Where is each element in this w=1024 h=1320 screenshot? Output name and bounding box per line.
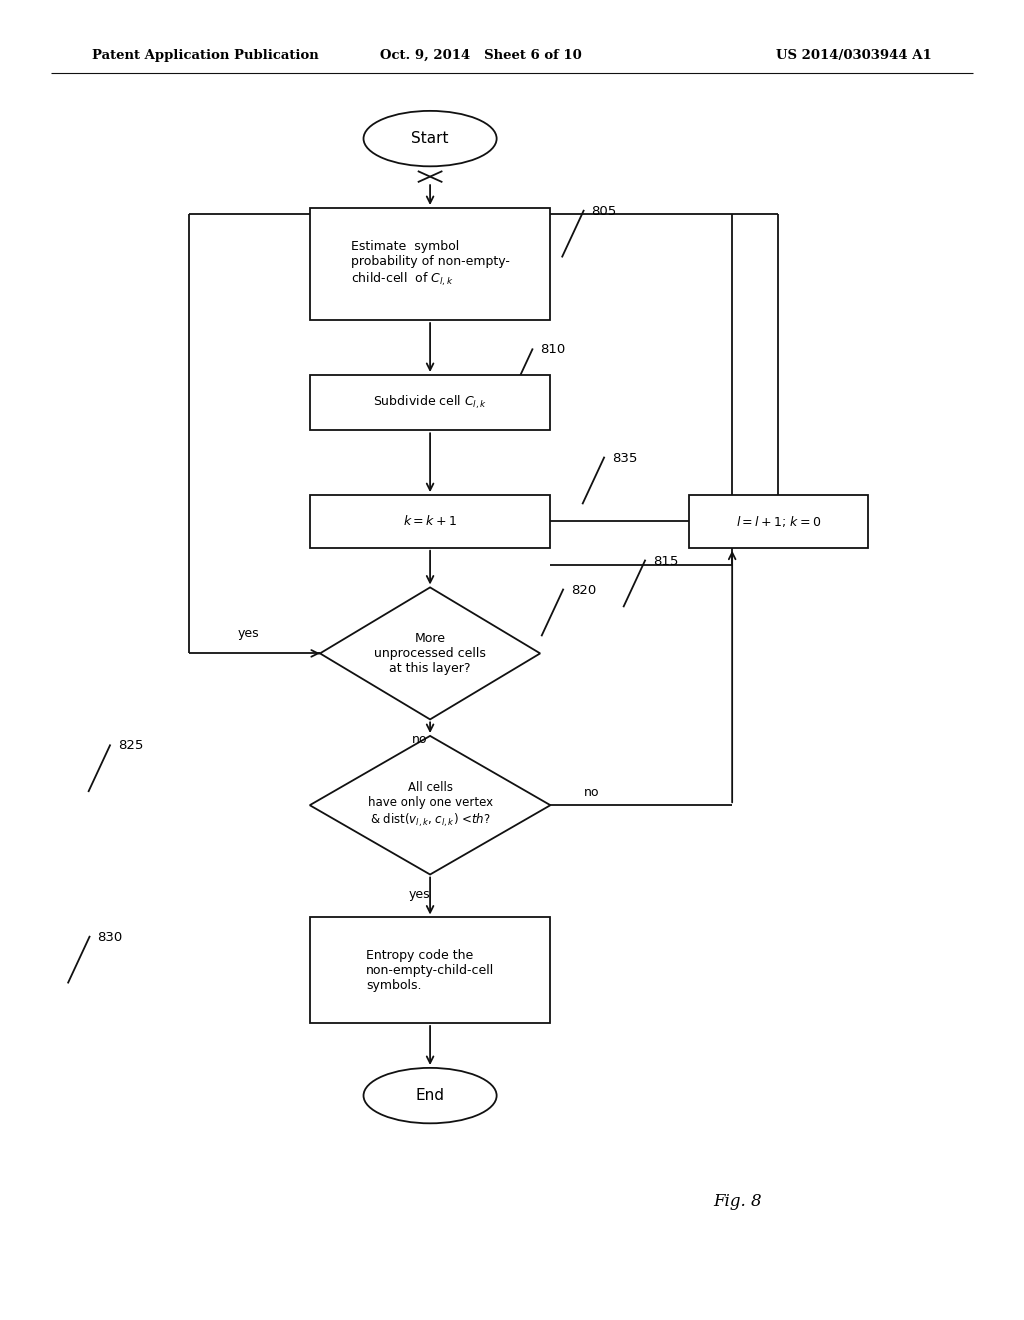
FancyBboxPatch shape (309, 495, 551, 548)
Text: yes: yes (409, 888, 431, 900)
FancyBboxPatch shape (309, 207, 551, 319)
Polygon shape (319, 587, 541, 719)
Text: 820: 820 (571, 583, 596, 597)
Text: no: no (412, 733, 428, 746)
Text: 810: 810 (541, 343, 565, 356)
Text: $l = l +1$; $k=0$: $l = l +1$; $k=0$ (735, 513, 821, 529)
Text: 815: 815 (653, 554, 678, 568)
Text: End: End (416, 1088, 444, 1104)
Text: US 2014/0303944 A1: US 2014/0303944 A1 (776, 49, 932, 62)
Text: Estimate  symbol
probability of non-empty-
child-cell  of $C_{l,k}$: Estimate symbol probability of non-empty… (350, 240, 510, 288)
Text: no: no (584, 785, 599, 799)
Text: $k = k+1$: $k = k+1$ (403, 515, 457, 528)
Text: Patent Application Publication: Patent Application Publication (92, 49, 318, 62)
FancyBboxPatch shape (309, 375, 551, 430)
Text: 805: 805 (592, 205, 616, 218)
Text: Oct. 9, 2014   Sheet 6 of 10: Oct. 9, 2014 Sheet 6 of 10 (380, 49, 583, 62)
Ellipse shape (364, 111, 497, 166)
Text: Entropy code the
non-empty-child-cell
symbols.: Entropy code the non-empty-child-cell sy… (366, 949, 495, 991)
Text: All cells
have only one vertex
& dist($v_{l,k}$, $c_{l,k}$) <$th$?: All cells have only one vertex & dist($v… (368, 781, 493, 829)
FancyBboxPatch shape (309, 917, 551, 1023)
Text: Start: Start (412, 131, 449, 147)
FancyBboxPatch shape (688, 495, 867, 548)
Text: More
unprocessed cells
at this layer?: More unprocessed cells at this layer? (374, 632, 486, 675)
Text: 835: 835 (612, 451, 637, 465)
Text: yes: yes (238, 627, 259, 640)
Text: Fig. 8: Fig. 8 (713, 1193, 762, 1209)
Polygon shape (309, 737, 551, 874)
Text: 830: 830 (97, 931, 123, 944)
Text: 825: 825 (118, 739, 143, 752)
Ellipse shape (364, 1068, 497, 1123)
Text: Subdivide cell $C_{l,k}$: Subdivide cell $C_{l,k}$ (373, 393, 487, 412)
